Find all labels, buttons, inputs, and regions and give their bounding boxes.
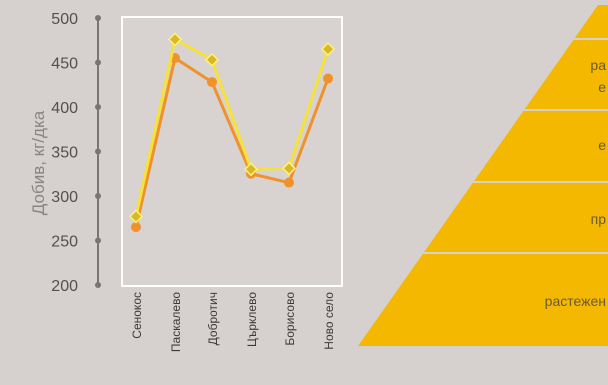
pyramid-level-3 <box>474 111 608 181</box>
pyramid-level-label: растежен <box>545 293 606 309</box>
y-tick-mark <box>95 282 101 288</box>
data-point <box>167 32 183 47</box>
series-line <box>134 56 330 228</box>
pyramid-diagram: ра е е пр растежен <box>358 5 608 346</box>
x-tick-label: Ново село <box>322 292 336 350</box>
data-point <box>281 161 297 176</box>
y-tick-label: 450 <box>51 56 78 73</box>
series-layer <box>128 32 336 233</box>
y-axis-label: Добив, кг/дка <box>29 110 48 215</box>
pyramid-level-1 <box>574 5 608 38</box>
data-point <box>284 177 294 188</box>
pyramid-level-2 <box>524 40 608 109</box>
x-tick-label: Паскалево <box>169 292 183 352</box>
series-1 <box>131 53 333 233</box>
data-point <box>243 162 259 177</box>
data-point <box>131 222 141 233</box>
y-tick-label: 200 <box>51 278 78 295</box>
y-tick-mark <box>95 15 101 21</box>
y-tick-label: 300 <box>51 189 78 206</box>
data-point <box>128 209 144 224</box>
y-tick-label: 500 <box>51 11 78 28</box>
pyramid-level-label: е <box>598 79 606 95</box>
y-tick-mark <box>95 148 101 155</box>
pyramid-level-label: е <box>598 137 606 153</box>
y-tick-mark <box>95 59 101 66</box>
pyramid-level-4 <box>424 183 608 252</box>
data-point <box>323 73 333 84</box>
y-tick-label: 400 <box>51 100 78 117</box>
pyramid-level-5 <box>358 254 608 346</box>
data-point <box>204 52 220 67</box>
series-2 <box>128 32 336 224</box>
pyramid-level-label: пр <box>591 211 607 227</box>
y-tick-label: 350 <box>51 145 78 162</box>
x-tick-label: Борисово <box>283 292 297 346</box>
y-tick-label: 250 <box>51 234 78 251</box>
x-tick-label: Сенокос <box>130 292 144 339</box>
y-tick-mark <box>95 237 101 244</box>
data-point <box>207 77 217 88</box>
plot-area <box>121 16 343 287</box>
x-axis-ticks: Сенокос Паскалево Добротич Църклево Борисово… <box>130 292 336 352</box>
series-line <box>134 37 330 217</box>
x-tick-label: Църклево <box>245 292 259 347</box>
y-axis-ticks: 200 250 300 350 400 450 500 <box>51 11 101 295</box>
pyramid-level-label: ра <box>590 57 606 73</box>
data-point <box>320 42 336 57</box>
x-tick-label: Добротич <box>206 292 220 345</box>
y-tick-mark <box>95 193 101 199</box>
y-tick-mark <box>95 104 101 110</box>
